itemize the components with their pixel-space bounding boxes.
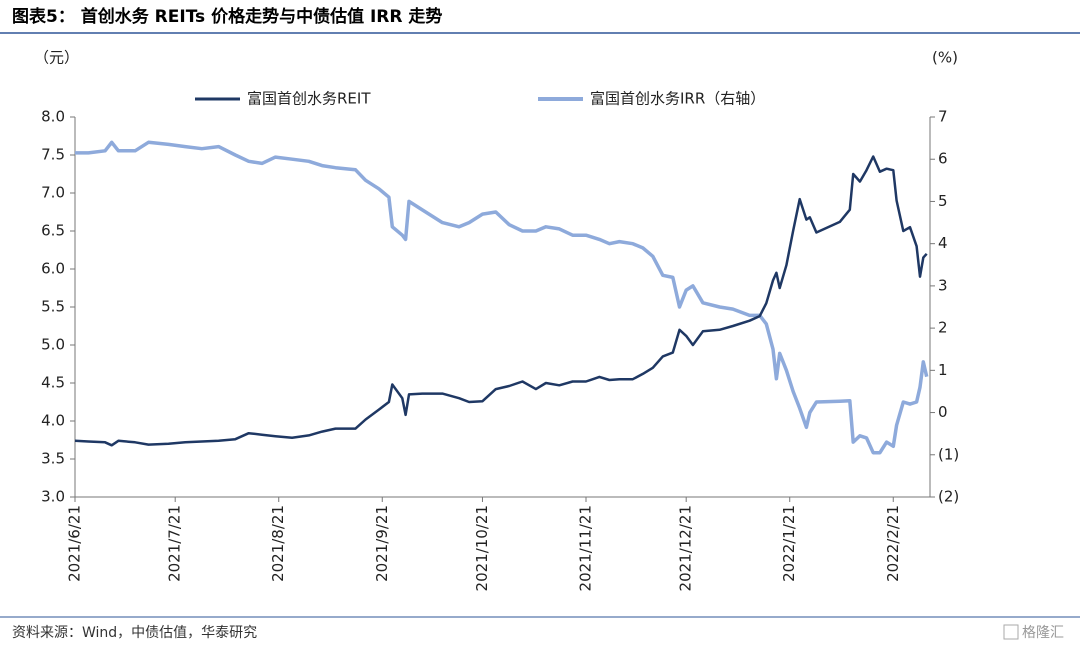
y-tick-label: 7.5 (41, 146, 65, 164)
series-line (74, 155, 928, 447)
y2-tick-label: 5 (938, 192, 948, 210)
watermark-icon (1003, 624, 1019, 640)
source: 资料来源：Wind，中债估值，华泰研究 (12, 625, 257, 641)
y2-tick-label: (2) (938, 488, 959, 506)
legend-label: 富国首创水务REIT (247, 90, 371, 108)
y-axis-label: （元） (34, 49, 79, 67)
series-line (75, 140, 929, 455)
y-tick-label: 5.0 (41, 336, 65, 354)
x-tick-label: 2021/9/21 (373, 505, 391, 582)
y2-tick-label: 2 (938, 319, 948, 337)
watermark: 格隆汇 (1022, 625, 1064, 641)
y2-tick-label: 0 (938, 403, 948, 421)
y-tick-label: 3.0 (41, 488, 65, 506)
y2-tick-label: 4 (938, 234, 948, 252)
x-tick-label: 2021/12/21 (677, 505, 695, 591)
y2-axis-label: (%) (932, 49, 958, 67)
chart-title: 图表5： 首创水务 REITs 价格走势与中债估值 IRR 走势 (12, 6, 442, 27)
y-tick-label: 4.5 (41, 374, 65, 392)
x-tick-label: 2021/11/21 (576, 505, 594, 591)
x-tick-label: 2022/2/21 (884, 505, 902, 582)
y2-tick-label: 7 (938, 108, 948, 126)
y-tick-label: 5.5 (41, 298, 65, 316)
x-tick-label: 2021/6/21 (66, 505, 84, 582)
x-tick-label: 2022/1/21 (780, 505, 798, 582)
x-tick-label: 2021/8/21 (269, 505, 287, 582)
y-tick-label: 6.0 (41, 260, 65, 278)
y2-tick-label: (1) (938, 445, 959, 463)
y2-tick-label: 6 (938, 150, 948, 168)
y-tick-label: 3.5 (41, 450, 65, 468)
y-tick-label: 8.0 (41, 108, 65, 126)
x-tick-label: 2021/10/21 (473, 505, 491, 591)
x-tick-label: 2021/7/21 (166, 505, 184, 582)
y-tick-label: 7.0 (41, 184, 65, 202)
y-tick-label: 6.5 (41, 222, 65, 240)
y-tick-label: 4.0 (41, 412, 65, 430)
y2-tick-label: 1 (938, 361, 948, 379)
legend-label: 富国首创水务IRR（右轴） (590, 90, 765, 108)
y2-tick-label: 3 (938, 276, 948, 294)
